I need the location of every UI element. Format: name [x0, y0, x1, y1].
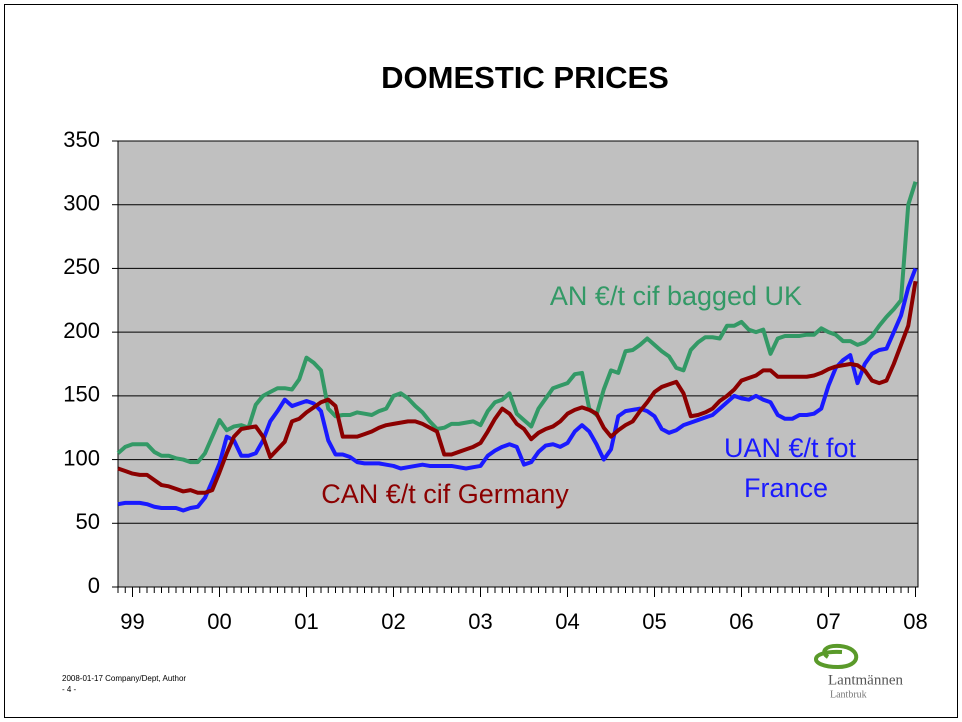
annotation: UAN €/t fot [724, 433, 857, 463]
x-tick-label: 02 [381, 609, 405, 634]
annotation: France [744, 473, 828, 503]
plot-area [117, 140, 919, 588]
x-tick-label: 06 [729, 609, 753, 634]
logo-swirl [814, 643, 859, 670]
chart-title: DOMESTIC PRICES [381, 60, 669, 95]
y-tick-label: 200 [63, 318, 100, 343]
series-line [117, 280, 918, 495]
y-tick-label: 0 [88, 573, 100, 598]
series-line [117, 267, 918, 513]
x-tick-label: 07 [816, 609, 840, 634]
y-tick-label: 350 [63, 127, 100, 152]
footer-date: 2008-01-17 Company/Dept, Author [62, 674, 186, 683]
logo-name: Lantmännen [828, 672, 903, 688]
x-tick-label: 08 [903, 609, 927, 634]
y-tick-label: 100 [63, 445, 100, 470]
y-tick-label: 250 [63, 254, 100, 279]
y-tick-label: 300 [63, 191, 100, 216]
x-tick-label: 03 [468, 609, 492, 634]
logo-sub: Lantbruk [830, 689, 867, 700]
footer-page: - 4 - [62, 685, 77, 694]
x-tick-label: 04 [555, 609, 579, 634]
y-tick-label: 150 [63, 382, 100, 407]
x-tick-label: 01 [294, 609, 318, 634]
annotation: CAN €/t cif Germany [321, 479, 569, 509]
x-tick-label: 00 [207, 609, 231, 634]
series-line [116, 181, 918, 465]
x-tick-label: 99 [120, 609, 144, 634]
annotation: AN €/t cif bagged UK [550, 281, 802, 311]
logo: Lantmännen Lantbruk [814, 643, 903, 700]
x-tick-label: 05 [642, 609, 666, 634]
y-tick-label: 50 [76, 509, 100, 534]
